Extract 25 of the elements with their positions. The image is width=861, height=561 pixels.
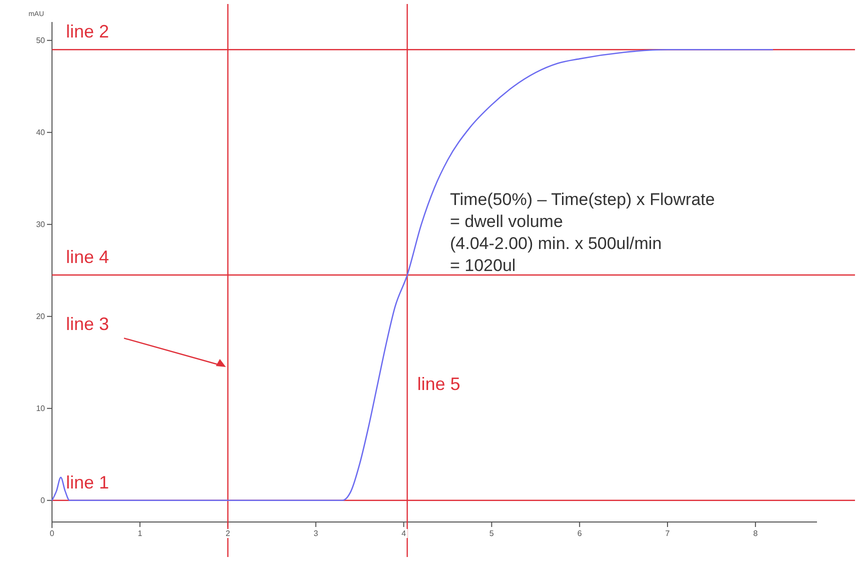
ref-line-label: line 2 (66, 22, 110, 42)
x-tick-label: 3 (314, 529, 319, 538)
y-tick-label: 0 (40, 496, 46, 505)
x-tick-label: 0 (50, 529, 55, 538)
annotation: = dwell volume (450, 212, 563, 231)
ref-line-label: line 1 (66, 472, 110, 492)
x-tick-label: 8 (753, 529, 758, 538)
line-series (51, 48, 774, 502)
y-tick-label: 10 (36, 404, 46, 413)
x-tick-label: 4 (402, 529, 406, 538)
annotation: = 1020ul (450, 256, 516, 275)
ref-line-label: line 3 (66, 314, 110, 334)
ref-line-label: line 4 (66, 247, 110, 267)
y-tick-label: 20 (36, 312, 46, 321)
x-tick-label: 6 (577, 529, 582, 538)
x-tick-label: 5 (489, 529, 494, 538)
ref-line-label: line 5 (417, 374, 460, 394)
annotation: Time(50%) – Time(step) x Flowrate (450, 190, 715, 209)
annotation: (4.04-2.00) min. x 500ul/min (450, 234, 662, 253)
y-tick-label: 30 (36, 220, 46, 229)
y-tick-label: 40 (36, 128, 46, 137)
y-tick-label: 50 (36, 36, 46, 45)
x-tick-label: 2 (226, 529, 231, 538)
x-tick-label: 7 (665, 529, 670, 538)
x-tick-label: 1 (138, 529, 143, 538)
